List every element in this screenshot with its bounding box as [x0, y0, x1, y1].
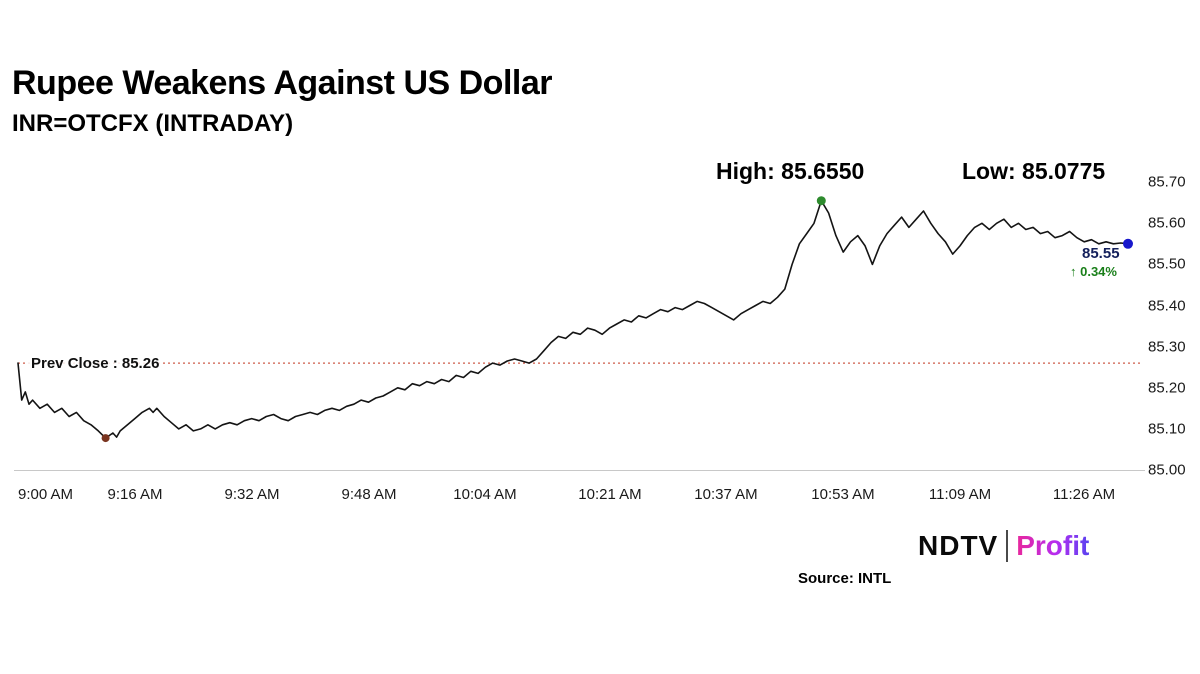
x-axis-label: 10:21 AM	[578, 486, 642, 503]
last-price-label: 85.55	[1082, 245, 1120, 262]
y-axis-label: 85.70	[1148, 173, 1186, 191]
y-axis-label: 85.20	[1148, 379, 1186, 397]
source-credit: Source: INTL	[798, 570, 892, 587]
x-axis-label: 9:00 AM	[18, 486, 74, 503]
y-axis-label: 85.60	[1148, 214, 1186, 232]
x-axis-label: 10:04 AM	[453, 486, 517, 503]
x-axis-label: 9:48 AM	[341, 486, 397, 503]
last-marker	[1123, 238, 1133, 249]
prev-close-annotation: Prev Close : 85.26	[28, 355, 163, 372]
x-axis-label: 9:32 AM	[224, 486, 280, 503]
y-axis-label: 85.50	[1148, 255, 1186, 273]
x-axis-label: 11:26 AM	[1052, 486, 1116, 503]
y-axis-label: 85.00	[1148, 461, 1186, 479]
ndtv-profit-logo: NDTV Profit	[918, 530, 1089, 562]
y-axis-label: 85.10	[1148, 420, 1186, 438]
change-percent-label: ↑ 0.34%	[1070, 264, 1117, 279]
ndtv-wordmark: NDTV	[918, 530, 999, 561]
profit-wordmark: Profit	[1016, 530, 1090, 561]
x-axis-label: 10:53 AM	[811, 486, 875, 503]
brand-separator	[1006, 530, 1009, 562]
high-annotation: High: 85.6550	[716, 158, 865, 184]
low-marker	[101, 434, 110, 443]
x-axis-label: 11:09 AM	[928, 486, 992, 503]
x-axis-label: 9:16 AM	[107, 486, 163, 503]
x-axis-label: 10:37 AM	[694, 486, 758, 503]
high-marker	[816, 196, 826, 206]
low-annotation: Low: 85.0775	[962, 158, 1106, 184]
price-line	[17, 199, 1129, 439]
page-title: Rupee Weakens Against US Dollar	[12, 64, 553, 102]
instrument-subtitle: INR=OTCFX (INTRADAY)	[12, 110, 294, 137]
y-axis-label: 85.30	[1148, 338, 1186, 356]
y-axis-label: 85.40	[1148, 297, 1186, 315]
